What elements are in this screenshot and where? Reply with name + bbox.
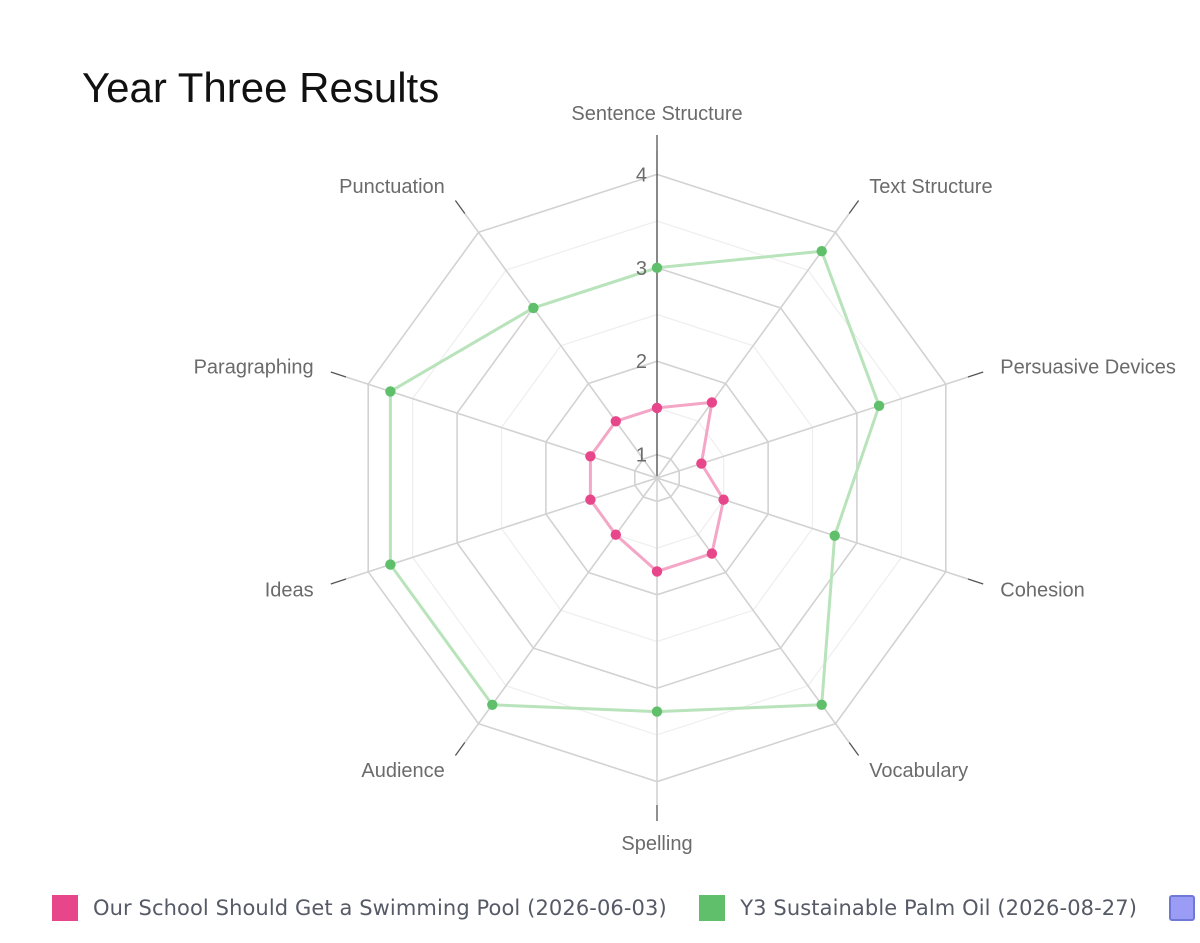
series-1-point-6 [487, 699, 498, 710]
series-1-point-1 [816, 246, 827, 257]
axis-label-ideas: Ideas [265, 580, 314, 602]
spoke-1 [656, 213, 850, 479]
axis-label-punctuation: Punctuation [339, 176, 445, 198]
legend-item-third[interactable] [1169, 890, 1200, 926]
series-0-point-6 [610, 529, 621, 540]
legend-swatch-palm-oil [699, 895, 726, 921]
series-0-point-9 [610, 416, 621, 427]
series-1-point-5 [651, 706, 663, 717]
spoke-tick-2 [967, 371, 984, 378]
series-0-point-3 [718, 494, 729, 505]
tick-label-4: 4 [636, 164, 647, 186]
legend-label-pool: Our School Should Get a Swimming Pool (2… [93, 896, 667, 920]
legend-swatch-third [1169, 895, 1196, 921]
series-1-point-7 [385, 559, 396, 570]
series-0-point-0 [651, 402, 663, 414]
axis-label-vocabulary: Vocabulary [869, 760, 968, 782]
tick-label-1: 1 [636, 445, 647, 467]
series-0-point-7 [585, 494, 596, 505]
axis-label-audience: Audience [361, 760, 444, 782]
tick-label-3: 3 [636, 258, 647, 280]
axis-label-paragraphing: Paragraphing [194, 356, 314, 378]
radar-spokes [330, 135, 984, 821]
series-1-point-3 [829, 530, 840, 541]
radar-chart: 1 2 3 4 Sentence Structure Text Structure Per… [194, 103, 1176, 855]
series-1-point-8 [385, 386, 396, 397]
spoke-tick-7 [330, 578, 347, 585]
series-1-point-0 [651, 262, 663, 273]
legend-swatch-pool [52, 895, 78, 921]
spoke-tick-3 [967, 578, 984, 585]
spoke-3 [656, 477, 969, 580]
chart-title: Year Three Results [82, 64, 440, 111]
radar-ticks: 1 2 3 4 [636, 164, 647, 466]
spoke-tick-4 [848, 742, 860, 756]
radar-series [385, 246, 885, 717]
axis-label-text-structure: Text Structure [869, 176, 992, 198]
spoke-7 [345, 477, 658, 580]
axis-label-spelling: Spelling [621, 833, 692, 855]
spoke-4 [656, 477, 850, 743]
series-0-point-5 [651, 566, 663, 577]
spoke-tick-6 [454, 742, 466, 756]
tick-label-2: 2 [636, 351, 647, 373]
series-1-point-9 [528, 302, 539, 314]
spoke-8 [345, 376, 658, 479]
radar-axis-labels: Sentence Structure Text Structure Persuasi… [194, 103, 1176, 855]
legend-item-palm-oil[interactable]: Y3 Sustainable Palm Oil (2026-08-27) [699, 890, 1137, 926]
spoke-2 [656, 376, 969, 479]
legend-item-pool[interactable]: Our School Should Get a Swimming Pool (2… [52, 890, 667, 926]
spoke-9 [464, 213, 658, 479]
axis-label-cohesion: Cohesion [1000, 580, 1085, 602]
series-0-point-4 [706, 548, 718, 559]
axis-label-persuasive-devices: Persuasive Devices [1000, 356, 1176, 378]
series-0-point-2 [696, 458, 707, 469]
legend-label-palm-oil: Y3 Sustainable Palm Oil (2026-08-27) [740, 896, 1138, 920]
spoke-6 [464, 477, 658, 743]
legend: Our School Should Get a Swimming Pool (2… [52, 890, 1200, 926]
series-0-point-8 [585, 451, 596, 462]
series-1-point-2 [873, 400, 885, 411]
axis-label-sentence-structure: Sentence Structure [571, 103, 742, 125]
spoke-tick-9 [454, 200, 466, 214]
series-1-point-4 [816, 699, 827, 710]
spoke-tick-8 [330, 371, 347, 378]
series-0-point-1 [706, 397, 718, 408]
spoke-tick-1 [848, 200, 860, 214]
